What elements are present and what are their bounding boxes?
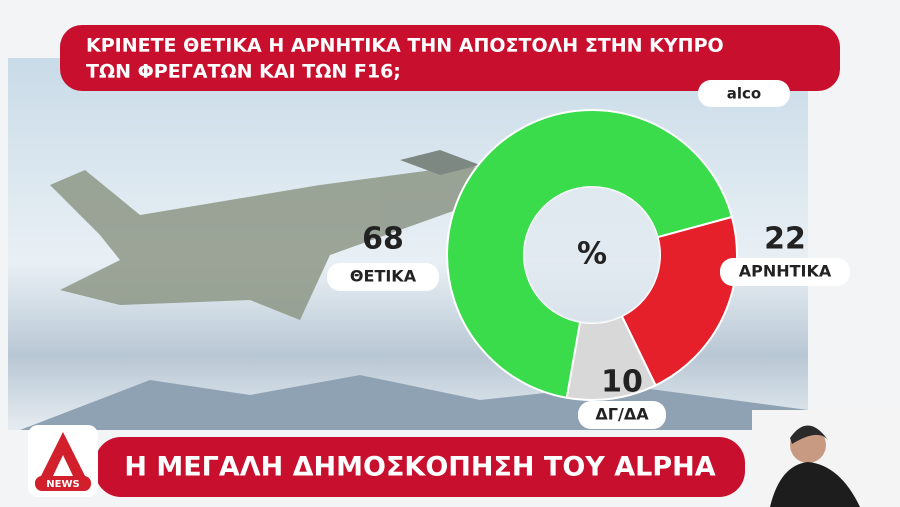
- category-label: ΔΓ/ΔΑ: [595, 405, 649, 424]
- category-pill: [720, 258, 850, 286]
- category-label: ΑΡΝΗΤΙΚΑ: [739, 262, 832, 281]
- category-label: ΘΕΤΙΚΑ: [350, 267, 417, 286]
- title-line: ΚΡΙΝΕΤΕ ΘΕΤΙΚΑ Η ΑΡΝΗΤΙΚΑ ΤΗΝ ΑΠΟΣΤΟΛΗ Σ…: [86, 35, 724, 57]
- value-label: 68: [362, 222, 404, 257]
- presenter: [770, 425, 860, 507]
- logo: NEWS: [28, 425, 98, 497]
- value-label: 22: [764, 222, 806, 257]
- center-label: %: [577, 237, 607, 272]
- logo-text: NEWS: [46, 479, 79, 490]
- title-line: ΤΩΝ ΦΡΕΓΑΤΩΝ ΚΑΙ ΤΩΝ F16;: [86, 61, 401, 83]
- jet: [50, 150, 510, 320]
- title-box: [60, 25, 840, 91]
- category-pill: [327, 263, 439, 291]
- labels: 68 ΘΕΤΙΚΑ 22 ΑΡΝΗΤΙΚΑ 10 ΔΓ/ΔΑ: [327, 222, 850, 429]
- category-pill: [578, 401, 666, 429]
- banner-text: Η ΜΕΓΑΛΗ ΔΗΜΟΣΚΟΠΗΣΗ ΤΟΥ ALPHA: [124, 452, 715, 483]
- value-label: 10: [601, 365, 643, 400]
- source: alco: [727, 85, 761, 103]
- donut-hole: [524, 187, 660, 323]
- banner: [95, 437, 745, 497]
- source-pill: [698, 80, 790, 107]
